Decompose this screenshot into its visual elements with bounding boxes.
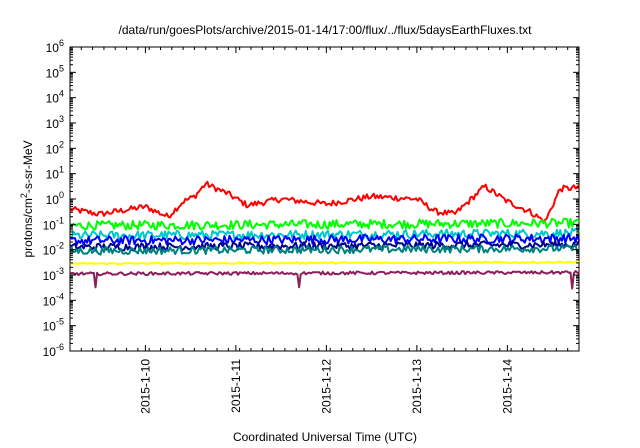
y-tick-exponent: -2 [56, 241, 64, 251]
y-axis-label-sup: 2 [19, 193, 29, 198]
y-tick-label: 105 [46, 63, 64, 80]
y-tick-base: 10 [46, 41, 60, 55]
x-tick-label: 2015-1-11 [229, 359, 243, 413]
y-tick-exponent: 3 [59, 114, 64, 124]
plot-border [69, 46, 580, 352]
y-tick-base: 10 [46, 117, 60, 131]
series-line [69, 233, 580, 246]
y-tick-base: 10 [43, 244, 57, 258]
y-tick-label: 103 [46, 114, 64, 131]
series-line [69, 243, 580, 256]
y-tick-exponent: 4 [59, 89, 64, 99]
x-tick-label: 2015-1-12 [319, 359, 333, 414]
y-tick-base: 10 [46, 168, 60, 182]
x-tick-label: 2015-1-10 [138, 359, 152, 414]
y-axis-label-rest: -s-sr-MeV [21, 140, 35, 193]
y-tick-base: 10 [46, 193, 60, 207]
y-tick-label: 10-5 [43, 317, 64, 334]
y-tick-exponent: 0 [59, 190, 64, 200]
y-tick-label: 10-1 [43, 215, 64, 232]
series-line [69, 180, 580, 224]
y-tick-base: 10 [43, 345, 57, 359]
y-axis-label: protons/cm2-s-sr-MeV [19, 140, 35, 257]
x-tick-label: 2015-1-13 [410, 359, 424, 414]
y-tick-base: 10 [43, 218, 57, 232]
y-tick-label: 10-6 [43, 342, 64, 359]
series-line [69, 240, 580, 252]
y-tick-label: 102 [46, 139, 64, 156]
y-tick-exponent: 2 [59, 139, 64, 149]
series-line [69, 227, 580, 241]
series-line [69, 260, 580, 266]
series-layer [69, 180, 580, 290]
y-tick-exponent: 6 [59, 38, 64, 48]
series-line [69, 270, 580, 290]
x-axis: 2015-1-10 2015-1-11 2015-1-12 2015-1-13 2015… [69, 47, 580, 414]
y-tick-exponent: -6 [56, 342, 64, 352]
y-tick-base: 10 [46, 66, 60, 80]
x-tick-label: 2015-1-14 [500, 359, 514, 414]
y-tick-base: 10 [43, 269, 57, 283]
y-tick-label: 10-3 [43, 266, 64, 283]
y-axis: 10-610-510-410-310-210-11001011021031041… [43, 38, 579, 359]
y-tick-label: 10-2 [43, 241, 64, 258]
y-tick-exponent: -5 [56, 317, 64, 327]
y-tick-exponent: -3 [56, 266, 64, 276]
series-line [69, 217, 580, 231]
y-tick-label: 104 [46, 89, 64, 106]
y-tick-exponent: 1 [59, 165, 64, 175]
y-tick-label: 10-4 [43, 291, 64, 308]
y-tick-label: 106 [46, 38, 64, 55]
y-tick-exponent: -4 [56, 291, 64, 301]
y-tick-exponent: -1 [56, 215, 64, 225]
y-axis-label-base: protons/cm [21, 198, 35, 257]
y-tick-exponent: 5 [59, 63, 64, 73]
x-axis-label: Coordinated Universal Time (UTC) [233, 430, 417, 444]
y-tick-base: 10 [43, 294, 57, 308]
y-tick-base: 10 [46, 142, 60, 156]
y-tick-label: 100 [46, 190, 64, 207]
y-tick-base: 10 [43, 320, 57, 334]
y-tick-base: 10 [46, 92, 60, 106]
chart-title: /data/run/goesPlots/archive/2015-01-14/1… [119, 23, 533, 37]
plot-area [69, 46, 580, 352]
y-tick-label: 101 [46, 165, 64, 182]
